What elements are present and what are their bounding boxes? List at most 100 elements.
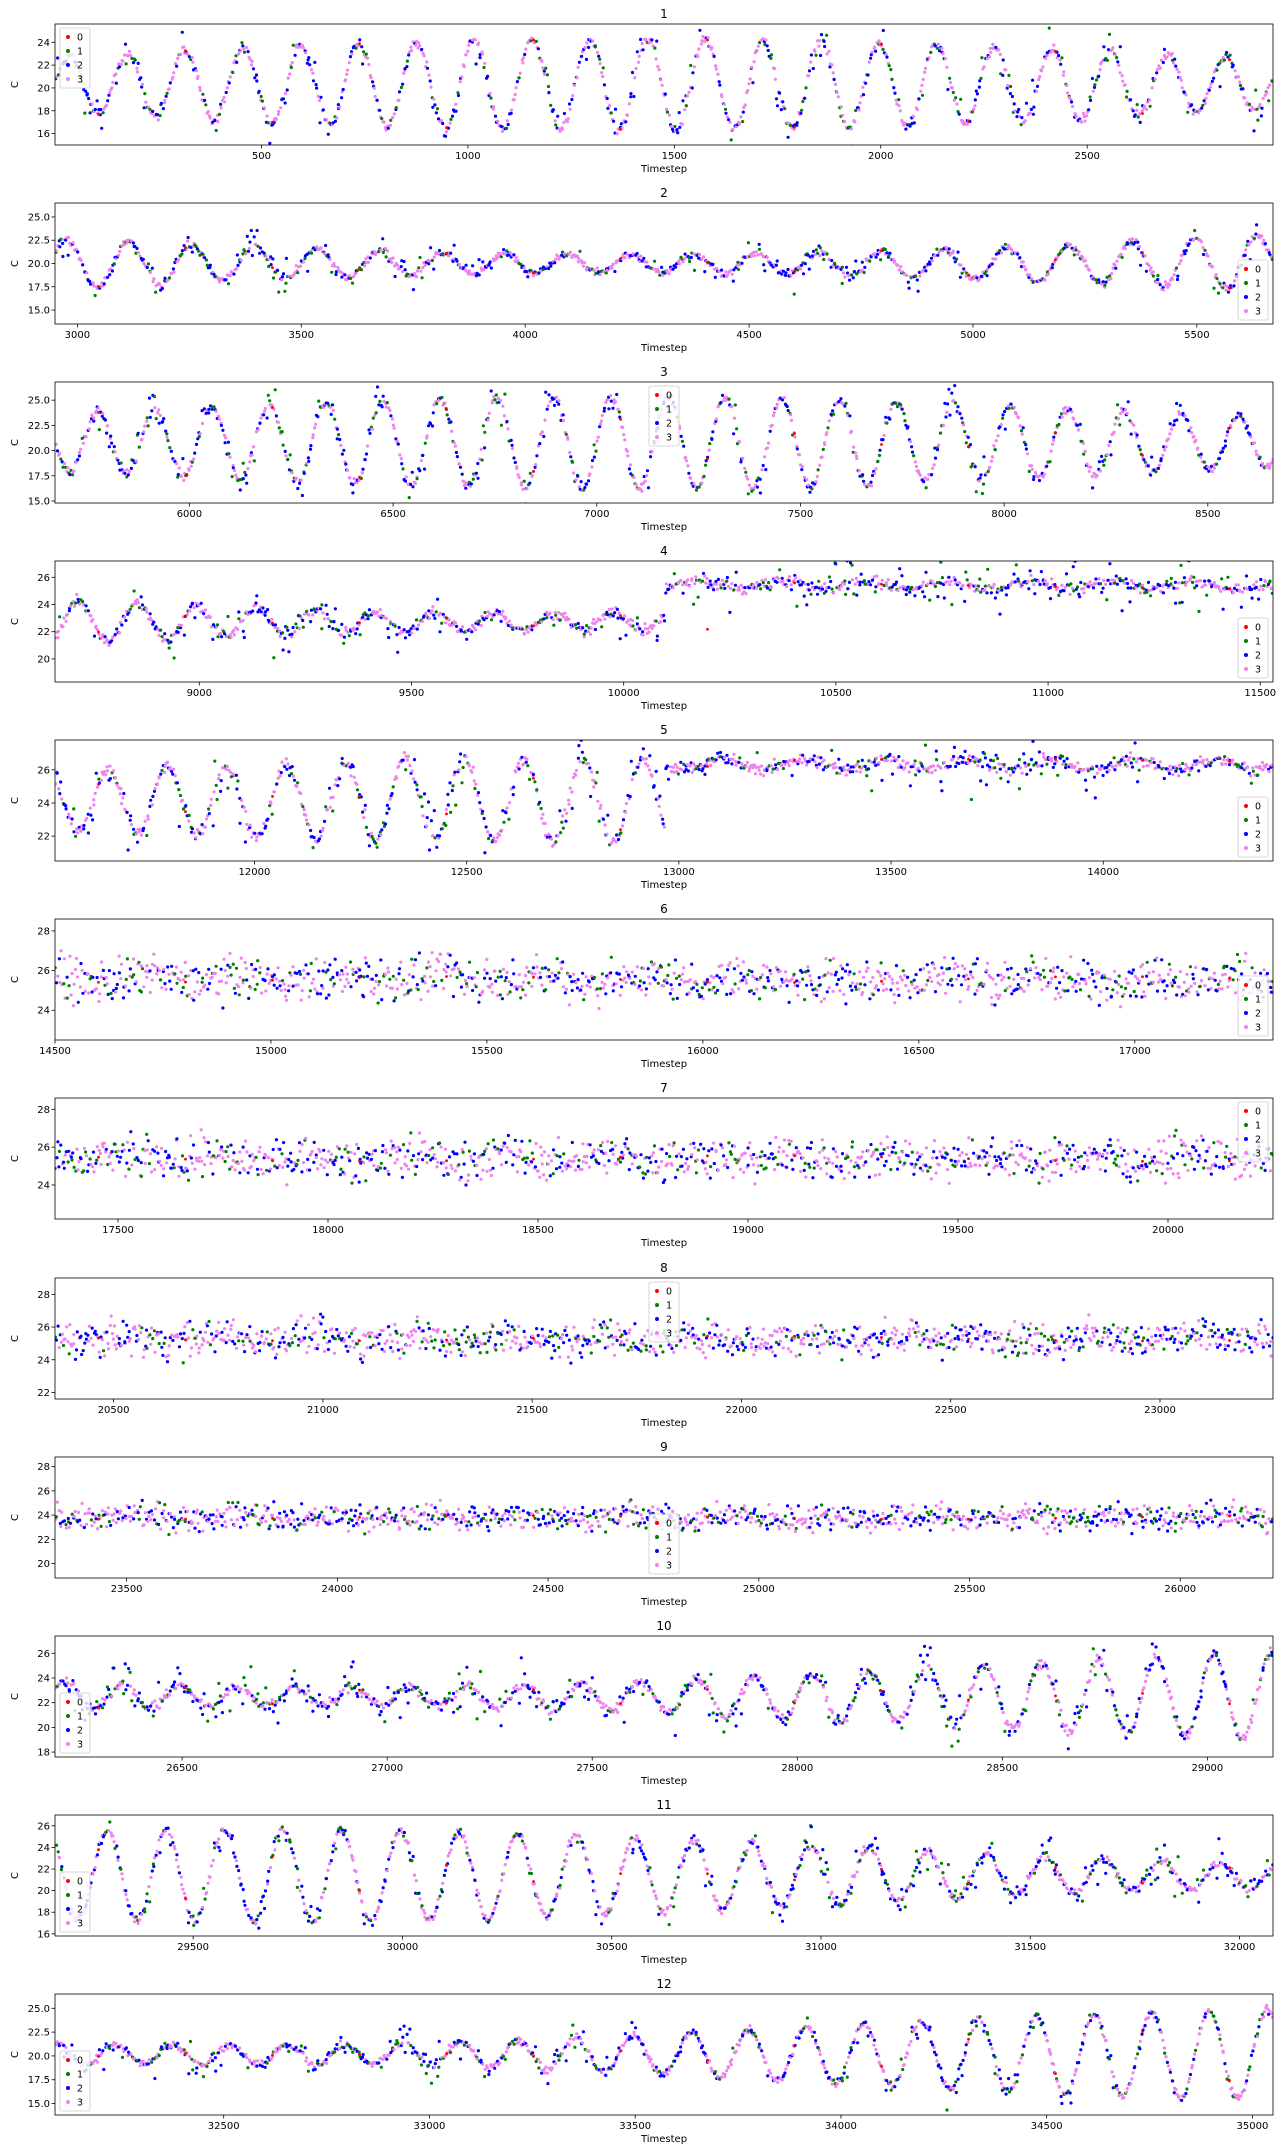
point-series-3 (761, 37, 765, 41)
point-series-3 (750, 65, 754, 69)
point-series-1 (727, 397, 731, 401)
point-series-2 (906, 425, 910, 429)
point-series-2 (152, 789, 157, 793)
point-series-2 (799, 111, 803, 115)
point-series-3 (726, 273, 730, 277)
point-series-1 (1001, 416, 1005, 420)
point-series-2 (867, 580, 871, 584)
axes-frame (54, 202, 1274, 325)
point-series-3 (453, 444, 457, 448)
point-series-3 (1089, 465, 1093, 469)
point-series-2 (547, 393, 551, 397)
point-series-1 (582, 488, 586, 492)
point-series-3 (1076, 252, 1080, 257)
x-tick-label: 8000 (991, 509, 1016, 520)
point-series-2 (834, 562, 838, 566)
point-series-2 (1097, 460, 1101, 464)
point-series-3 (76, 831, 80, 835)
point-series-3 (1035, 89, 1039, 93)
point-series-1 (546, 84, 551, 89)
point-series-2 (110, 269, 114, 273)
point-series-3 (941, 424, 946, 428)
point-series-2 (243, 840, 247, 844)
point-series-3 (1236, 75, 1241, 79)
point-series-3 (502, 414, 506, 418)
point-series-3 (430, 609, 434, 613)
point-series-3 (194, 601, 198, 605)
point-series-3 (1166, 437, 1170, 441)
point-series-2 (727, 118, 731, 122)
point-series-2 (861, 93, 866, 97)
point-series-3 (1212, 466, 1216, 470)
point-series-3 (1071, 104, 1075, 109)
point-series-3 (813, 49, 817, 53)
point-series-1 (74, 834, 78, 838)
point-series-2 (266, 608, 270, 612)
point-series-3 (277, 109, 281, 114)
point-series-2 (264, 824, 268, 828)
point-series-3 (687, 90, 691, 94)
point-series-3 (718, 583, 722, 587)
point-series-1 (1019, 429, 1024, 433)
point-series-3 (1162, 53, 1166, 58)
point-series-2 (471, 264, 475, 268)
point-series-1 (980, 56, 984, 60)
point-series-3 (937, 443, 941, 447)
point-series-2 (219, 102, 223, 106)
point-series-2 (436, 117, 441, 121)
point-series-3 (987, 55, 992, 59)
y-axis-label: C (10, 439, 21, 446)
point-series-3 (384, 616, 388, 621)
point-series-3 (765, 446, 770, 450)
point-series-2 (336, 103, 340, 107)
point-series-3 (769, 585, 774, 589)
point-series-3 (93, 791, 97, 796)
point-series-2 (100, 126, 104, 130)
point-series-2 (108, 273, 112, 277)
legend-label-2: 2 (666, 419, 672, 430)
point-series-2 (775, 104, 780, 108)
point-series-3 (111, 769, 115, 773)
point-series-3 (67, 812, 71, 816)
point-series-3 (1168, 432, 1172, 436)
point-series-3 (794, 576, 798, 580)
point-series-2 (720, 268, 724, 272)
point-series-1 (152, 395, 157, 399)
point-series-2 (978, 476, 982, 480)
point-series-3 (548, 400, 552, 404)
point-series-2 (105, 431, 109, 435)
legend-marker-1 (66, 49, 70, 53)
point-series-3 (286, 76, 290, 80)
point-series-2 (145, 265, 149, 270)
point-series-2 (1133, 113, 1137, 117)
point-series-3 (376, 837, 380, 841)
point-series-3 (911, 114, 916, 118)
subplot-title: 1 (660, 7, 668, 21)
point-series-3 (503, 252, 507, 256)
point-series-3 (135, 70, 140, 74)
point-series-3 (379, 833, 383, 837)
point-series-2 (616, 616, 620, 620)
point-series-2 (786, 135, 790, 139)
point-series-1 (435, 402, 439, 406)
point-series-1 (935, 247, 939, 251)
point-series-1 (311, 846, 315, 850)
point-series-3 (870, 50, 874, 54)
point-series-3 (346, 761, 350, 766)
point-series-2 (1059, 62, 1063, 66)
point-series-3 (348, 274, 352, 278)
point-series-3 (596, 435, 600, 439)
point-series-2 (609, 399, 613, 403)
point-series-3 (732, 416, 737, 420)
point-series-3 (149, 618, 154, 622)
point-series-3 (915, 107, 919, 112)
point-series-1 (816, 251, 820, 255)
point-series-1 (289, 65, 293, 70)
point-series-3 (598, 61, 602, 66)
point-series-2 (724, 111, 728, 115)
point-series-3 (286, 762, 290, 766)
point-series-3 (850, 578, 855, 582)
point-series-3 (364, 257, 368, 261)
point-series-2 (55, 449, 60, 453)
point-series-1 (380, 117, 384, 121)
